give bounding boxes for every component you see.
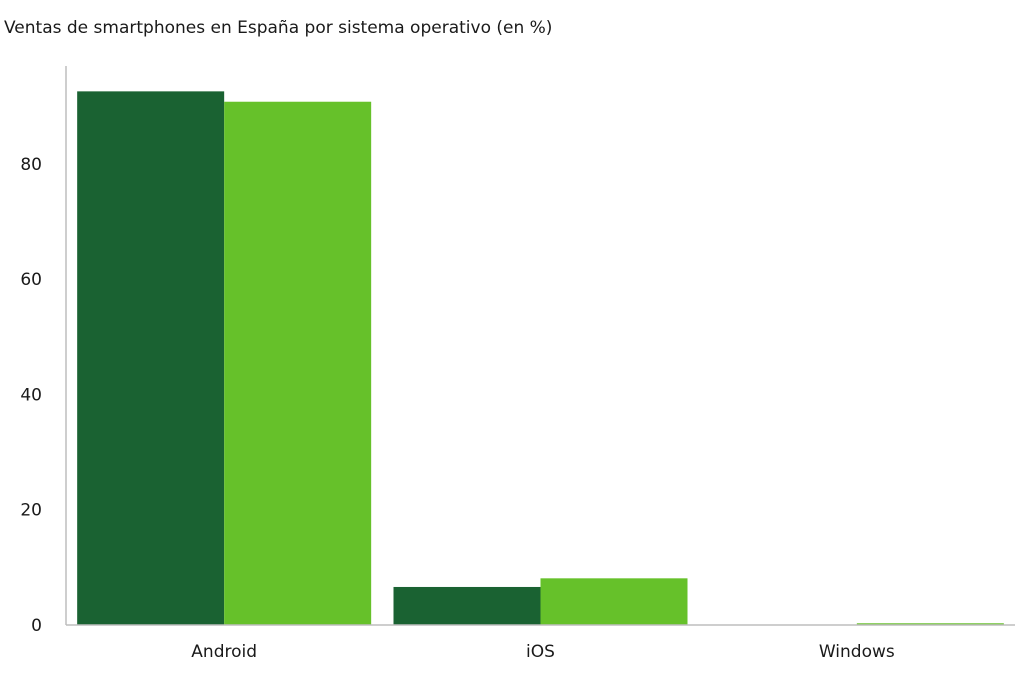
bars-group — [77, 91, 1004, 626]
x-tick-label: Windows — [819, 642, 895, 662]
x-tick-label: Android — [191, 642, 257, 662]
x-tick-label: iOS — [526, 642, 555, 662]
bar-ios-2 — [540, 578, 688, 625]
x-ticks-group: Android iOS Windows — [191, 642, 895, 662]
y-tick-label: 20 — [20, 501, 42, 521]
bar-ios-1 — [393, 586, 541, 625]
y-tick-label: 80 — [20, 155, 42, 175]
chart-title: Ventas de smartphones en España por sist… — [4, 18, 553, 38]
y-tick-label: 0 — [31, 616, 42, 636]
y-ticks-group: 0 20 40 60 80 — [20, 155, 42, 636]
y-tick-label: 60 — [20, 270, 42, 290]
bar-android-1 — [77, 91, 225, 626]
bar-android-2 — [224, 101, 372, 625]
bar-windows-2 — [856, 623, 1004, 625]
y-tick-label: 40 — [20, 385, 42, 405]
